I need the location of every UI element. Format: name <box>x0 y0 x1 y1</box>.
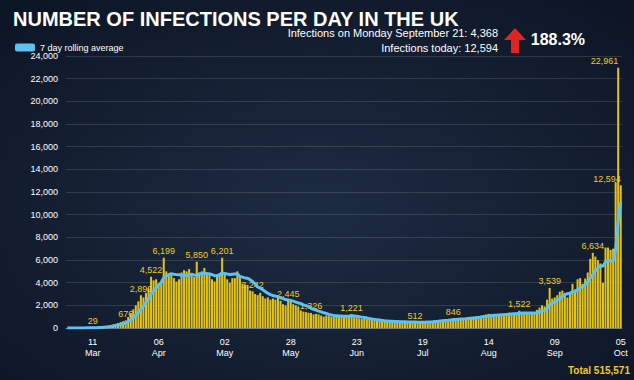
svg-text:Apr: Apr <box>152 348 166 358</box>
svg-text:3,539: 3,539 <box>538 276 561 286</box>
svg-text:1,326: 1,326 <box>299 301 323 312</box>
svg-text:10,000: 10,000 <box>30 210 58 220</box>
svg-text:12,594: 12,594 <box>593 174 621 184</box>
svg-text:Infections on Monday September: Infections on Monday September 21: 4,368 <box>287 26 498 39</box>
svg-text:Aug: Aug <box>481 348 497 358</box>
svg-text:Mar: Mar <box>85 348 101 358</box>
svg-text:23: 23 <box>352 337 362 347</box>
svg-text:14: 14 <box>484 337 494 347</box>
svg-text:Jun: Jun <box>349 348 364 358</box>
svg-text:8,000: 8,000 <box>35 232 58 242</box>
svg-text:May: May <box>216 348 234 358</box>
svg-text:Total 515,571: Total 515,571 <box>568 365 631 376</box>
svg-text:6,199: 6,199 <box>152 246 175 256</box>
svg-text:Sep: Sep <box>547 348 563 358</box>
svg-text:05: 05 <box>616 337 626 347</box>
svg-text:Infections today: 12,594: Infections today: 12,594 <box>381 42 498 54</box>
svg-text:676: 676 <box>118 309 133 319</box>
svg-text:2,445: 2,445 <box>276 288 300 299</box>
svg-text:NUMBER OF INFECTIONS PER DAY I: NUMBER OF INFECTIONS PER DAY IN THE UK <box>13 8 459 30</box>
svg-text:1,221: 1,221 <box>340 303 363 313</box>
svg-text:14,000: 14,000 <box>30 164 58 174</box>
svg-text:2,000: 2,000 <box>35 300 58 310</box>
svg-text:12,000: 12,000 <box>30 187 58 197</box>
svg-text:2,890: 2,890 <box>130 284 153 294</box>
svg-text:188.3%: 188.3% <box>531 31 585 48</box>
svg-text:4,522: 4,522 <box>140 265 163 275</box>
svg-text:18,000: 18,000 <box>30 119 58 129</box>
svg-text:7 day rolling average: 7 day rolling average <box>40 43 124 53</box>
svg-text:May: May <box>282 348 300 358</box>
svg-text:24,000: 24,000 <box>30 51 58 61</box>
svg-text:Jul: Jul <box>417 348 429 358</box>
svg-text:29: 29 <box>88 316 98 326</box>
svg-text:09: 09 <box>550 337 560 347</box>
svg-text:19: 19 <box>418 337 428 347</box>
svg-text:28: 28 <box>286 337 296 347</box>
svg-text:20,000: 20,000 <box>30 96 58 106</box>
svg-text:02: 02 <box>220 337 230 347</box>
svg-text:06: 06 <box>154 337 164 347</box>
svg-text:6,634: 6,634 <box>582 241 605 251</box>
svg-text:4,000: 4,000 <box>35 278 58 288</box>
svg-text:846: 846 <box>446 307 461 317</box>
svg-text:512: 512 <box>408 311 423 321</box>
svg-text:6,000: 6,000 <box>35 255 58 265</box>
svg-text:6,201: 6,201 <box>211 246 234 256</box>
svg-text:3,242: 3,242 <box>241 279 264 290</box>
svg-text:Oct: Oct <box>614 348 629 358</box>
svg-text:16,000: 16,000 <box>30 142 58 152</box>
svg-text:11: 11 <box>88 337 97 347</box>
svg-text:0: 0 <box>53 323 58 333</box>
svg-text:22,000: 22,000 <box>30 74 58 84</box>
svg-text:5,850: 5,850 <box>185 250 208 260</box>
svg-text:1,522: 1,522 <box>508 299 531 309</box>
svg-text:22,961: 22,961 <box>591 56 619 66</box>
